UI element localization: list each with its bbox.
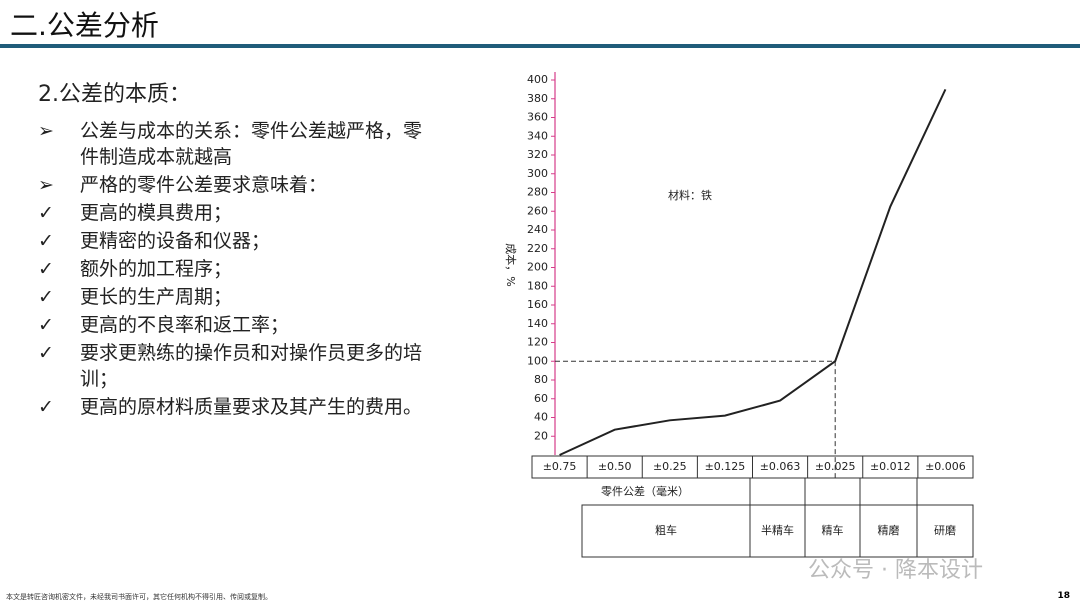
bullet-text: 更精密的设备和仪器； [80,230,271,252]
bullet: ✓ 更长的生产周期； [38,284,428,310]
bullet-marker: ✓ [38,286,54,308]
bullet-marker: ➢ [38,120,54,142]
bullet-text: 公差与成本的关系：零件公差越严格，零件制造成本就越高 [80,120,423,168]
y-tick-label: 280 [527,186,548,199]
y-tick-label: 80 [534,373,548,386]
y-axis-label: 成本，% [504,243,518,286]
y-tick-label: 100 [527,354,548,367]
bullet-text: 更长的生产周期； [80,286,233,308]
bullet: ✓ 更高的不良率和返工率； [38,312,428,338]
bullet: ✓ 额外的加工程序； [38,256,428,282]
y-tick-label: 340 [527,129,548,142]
x-tick-label: ±0.75 [543,460,577,473]
bullet: ✓ 更高的原材料质量要求及其产生的费用。 [38,394,428,420]
x-tick-label: ±0.25 [653,460,687,473]
bullet-text: 更高的不良率和返工率； [80,314,290,336]
process-cell [916,504,974,558]
y-tick-label: 320 [527,148,548,161]
process-label: 精车 [822,523,844,537]
y-tick-label: 360 [527,111,548,124]
y-tick-label: 140 [527,317,548,330]
process-label: 精磨 [878,524,900,537]
y-tick-label: 300 [527,167,548,180]
bullet-marker: ✓ [38,230,54,252]
bullet-text: 更高的原材料质量要求及其产生的费用。 [80,396,423,418]
bullet: ✓ 要求更熟练的操作员和对操作员更多的培训； [38,340,428,392]
y-tick-label: 60 [534,392,548,405]
y-tick-label: 400 [527,73,548,86]
bullet-text: 严格的零件公差要求意味着： [80,174,328,196]
y-tick-label: 120 [527,336,548,349]
bullet-text: 额外的加工程序； [80,258,233,280]
y-tick-label: 160 [527,298,548,311]
chart: 材料：铁 成本，% 零件公差（毫米） 20 40 60 80 100 120 140 160 1… [504,72,974,558]
annotation: 材料：铁 [668,188,712,202]
bullet: ➢ 严格的零件公差要求意味着： [38,172,428,198]
bullet-list: ➢ 公差与成本的关系：零件公差越严格，零件制造成本就越高 ➢ 严格的零件公差要求意味着… [38,118,428,422]
series-line [559,88,947,456]
y-tick-label: 200 [527,261,548,274]
bullet: ✓ 更高的模具费用； [38,200,428,226]
page-number: 18 [1057,591,1070,601]
bullet-text: 更高的模具费用； [80,202,233,224]
bullet-text: 要求更熟练的操作员和对操作员更多的培训； [80,342,423,390]
y-tick-label: 380 [527,92,548,105]
y-tick-label: 220 [527,242,548,255]
x-axis-label: 零件公差（毫米） [601,484,689,498]
process-label: 研磨 [934,524,956,537]
bullet-marker: ✓ [38,342,54,364]
bullet-marker: ✓ [38,258,54,280]
x-tick-label: ±0.125 [705,460,746,473]
slide-title: 二.公差分析 [10,9,159,42]
process-label: 半精车 [761,523,794,537]
bullet-marker: ✓ [38,314,54,336]
bullet-marker: ✓ [38,202,54,224]
bullet-marker: ✓ [38,396,54,418]
y-tick-label: 40 [534,411,548,424]
bullet: ➢ 公差与成本的关系：零件公差越严格，零件制造成本就越高 [38,118,428,170]
x-tick-label: ±0.006 [925,460,966,473]
bullet-marker: ➢ [38,174,54,196]
watermark: 公众号 · 降本设计 [808,558,983,583]
x-tick-label: ±0.063 [760,460,801,473]
y-tick-label: 180 [527,279,548,292]
y-tick-label: 260 [527,204,548,217]
y-tick-label: 240 [527,223,548,236]
section-title: 2.公差的本质： [38,82,191,107]
bullet: ✓ 更精密的设备和仪器； [38,228,428,254]
title-bar [0,44,1080,48]
footer-note: 本文是转匠咨询机密文件，未经我司书面许可，其它任何机构不得引用、传阅或复制。 [6,593,272,601]
y-tick-label: 20 [534,429,548,442]
process-label: 粗车 [655,523,677,537]
x-tick-label: ±0.50 [598,460,632,473]
x-tick-label: ±0.012 [870,460,911,473]
